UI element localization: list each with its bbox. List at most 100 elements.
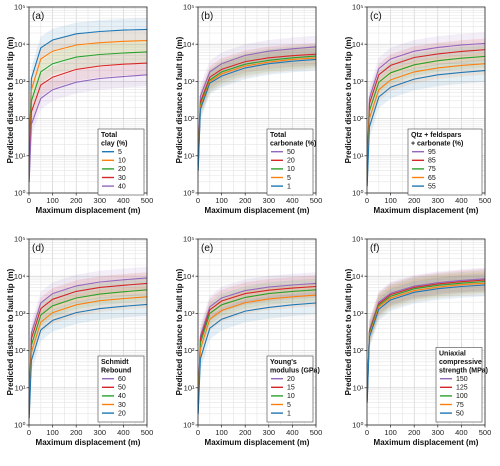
uncertainty-band-40 — [29, 278, 148, 422]
x-tick-label: 400 — [286, 428, 299, 437]
y-tick-label: 10¹ — [353, 383, 364, 392]
legend-entry-5: 5 — [287, 175, 291, 182]
legend-entry-5: 5 — [287, 402, 291, 409]
legend-title: modulus (GPa) — [270, 368, 320, 375]
legend-entry-50: 50 — [456, 410, 464, 417]
legend-box — [266, 128, 314, 196]
series-line-5 — [28, 28, 148, 156]
y-tick-label: 10⁴ — [352, 40, 364, 49]
y-axis-label: Predicted distance to fault tip (m) — [175, 36, 184, 163]
x-tick-label: 100 — [46, 428, 59, 437]
plot-frame — [28, 6, 148, 194]
legend-entry-75: 75 — [456, 402, 464, 409]
legend-entry-60: 60 — [118, 376, 126, 383]
y-tick-label: 10² — [15, 114, 26, 123]
uncertainty-band-75 — [367, 272, 485, 412]
legend-entry-5: 5 — [118, 149, 122, 156]
plot-frame — [28, 238, 148, 426]
y-tick-label: 10² — [15, 346, 26, 355]
series-line-20 — [28, 51, 148, 171]
uncertainty-band-30 — [29, 285, 148, 425]
uncertainty-band-95 — [367, 32, 485, 179]
x-tick-label: 100 — [384, 428, 397, 437]
x-tick-label: 500 — [141, 196, 154, 205]
series-line-30 — [28, 62, 148, 176]
x-tick-label: 200 — [239, 196, 252, 205]
uncertainty-band-150 — [367, 267, 485, 408]
x-tick-label: 500 — [310, 428, 323, 437]
x-tick-label: 500 — [479, 196, 492, 205]
uncertainty-band-85 — [367, 38, 485, 182]
legend-entry-150: 150 — [456, 376, 468, 383]
uncertainty-band-60 — [29, 266, 148, 414]
series-line-10 — [197, 289, 317, 408]
panel-label: (a) — [32, 11, 44, 22]
uncertainty-band-50 — [367, 273, 485, 414]
legend-title: strength (MPa) — [439, 368, 488, 375]
legend-entry-65: 65 — [428, 175, 436, 182]
uncertainty-band-15 — [198, 275, 316, 416]
series-line-5 — [197, 294, 317, 411]
y-tick-label: 10⁴ — [183, 272, 195, 281]
x-tick-label: 200 — [408, 428, 421, 437]
y-axis-label: Predicted distance to fault tip (m) — [344, 268, 353, 395]
panel-label: (c) — [370, 11, 382, 22]
x-tick-label: 500 — [141, 428, 154, 437]
x-tick-label: 0 — [27, 428, 31, 437]
legend-entry-100: 100 — [456, 393, 468, 400]
series-line-20 — [197, 53, 317, 162]
series-line-5 — [197, 57, 317, 168]
x-tick-label: 400 — [286, 196, 299, 205]
series-line-15 — [197, 285, 317, 405]
legend-entry-85: 85 — [428, 158, 436, 165]
legend-entry-30: 30 — [118, 175, 126, 182]
x-tick-label: 100 — [215, 428, 228, 437]
y-tick-label: 10⁵ — [14, 235, 25, 244]
legend-title: Schmidt — [101, 359, 129, 366]
legend-title: Uniaxial — [439, 351, 466, 358]
y-tick-label: 10⁰ — [14, 421, 25, 430]
series-line-10 — [197, 55, 317, 165]
x-tick-label: 400 — [117, 196, 130, 205]
series-line-65 — [366, 63, 486, 182]
y-tick-label: 10⁴ — [183, 40, 195, 49]
y-tick-label: 10⁰ — [183, 421, 194, 430]
y-tick-label: 10¹ — [353, 151, 364, 160]
uncertainty-band-20 — [29, 293, 148, 425]
legend-box — [97, 355, 145, 423]
series-line-20 — [28, 303, 148, 419]
legend-title: Rebound — [101, 368, 131, 375]
y-tick-label: 10⁴ — [352, 272, 364, 281]
legend-entry-10: 10 — [287, 393, 295, 400]
x-tick-label: 0 — [196, 196, 200, 205]
uncertainty-band-5 — [198, 283, 316, 422]
x-axis-label: Maximum displacement (m) — [205, 438, 310, 447]
uncertainty-band-1 — [198, 291, 316, 425]
series-line-50 — [28, 282, 148, 408]
x-tick-label: 200 — [408, 196, 421, 205]
y-tick-label: 10¹ — [184, 383, 195, 392]
legend-entry-10: 10 — [287, 166, 295, 173]
uncertainty-band-65 — [367, 52, 485, 193]
legend-entry-20: 20 — [118, 410, 126, 417]
x-tick-label: 400 — [455, 428, 468, 437]
y-tick-label: 10⁰ — [14, 189, 25, 198]
legend-entry-40: 40 — [118, 393, 126, 400]
y-tick-label: 10² — [353, 114, 364, 123]
panel-d: 0 100 200 300 400 500 10⁰ 10¹ 10² 10³ 10⁴ 10⁵ Maximu… — [6, 235, 153, 447]
plot-frame — [197, 238, 317, 426]
legend-entry-40: 40 — [118, 183, 126, 190]
uncertainty-band-5 — [198, 46, 316, 179]
x-tick-label: 0 — [365, 428, 369, 437]
x-tick-label: 100 — [46, 196, 59, 205]
series-line-75 — [366, 282, 486, 401]
series-line-50 — [197, 46, 317, 156]
legend-title: Total — [101, 132, 117, 139]
legend-title: + carbonate (%) — [411, 141, 463, 148]
series-line-1 — [197, 302, 317, 414]
x-axis-label: Maximum displacement (m) — [374, 438, 479, 447]
series-line-40 — [28, 74, 148, 182]
